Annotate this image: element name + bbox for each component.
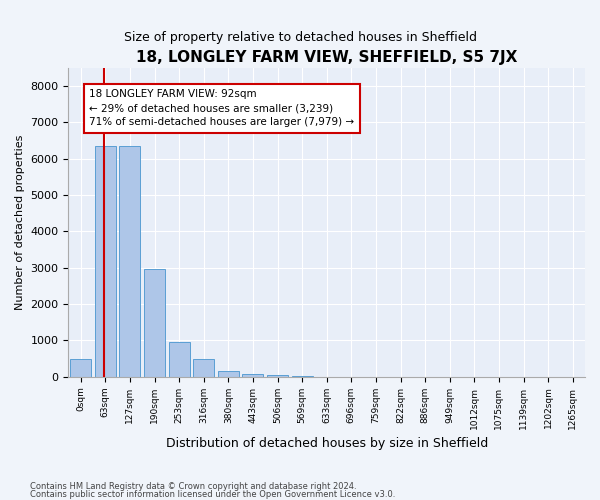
- Bar: [242, 374, 263, 377]
- Bar: [119, 146, 140, 377]
- Bar: [144, 270, 165, 377]
- Bar: [169, 342, 190, 377]
- Text: Contains public sector information licensed under the Open Government Licence v3: Contains public sector information licen…: [30, 490, 395, 499]
- Bar: [70, 358, 91, 377]
- Bar: [267, 375, 288, 377]
- Text: Size of property relative to detached houses in Sheffield: Size of property relative to detached ho…: [124, 32, 476, 44]
- Bar: [218, 371, 239, 377]
- Text: Contains HM Land Registry data © Crown copyright and database right 2024.: Contains HM Land Registry data © Crown c…: [30, 482, 356, 491]
- Bar: [193, 360, 214, 377]
- Text: 18 LONGLEY FARM VIEW: 92sqm
← 29% of detached houses are smaller (3,239)
71% of : 18 LONGLEY FARM VIEW: 92sqm ← 29% of det…: [89, 90, 355, 128]
- Bar: [95, 146, 116, 377]
- X-axis label: Distribution of detached houses by size in Sheffield: Distribution of detached houses by size …: [166, 437, 488, 450]
- Title: 18, LONGLEY FARM VIEW, SHEFFIELD, S5 7JX: 18, LONGLEY FARM VIEW, SHEFFIELD, S5 7JX: [136, 50, 517, 65]
- Y-axis label: Number of detached properties: Number of detached properties: [15, 134, 25, 310]
